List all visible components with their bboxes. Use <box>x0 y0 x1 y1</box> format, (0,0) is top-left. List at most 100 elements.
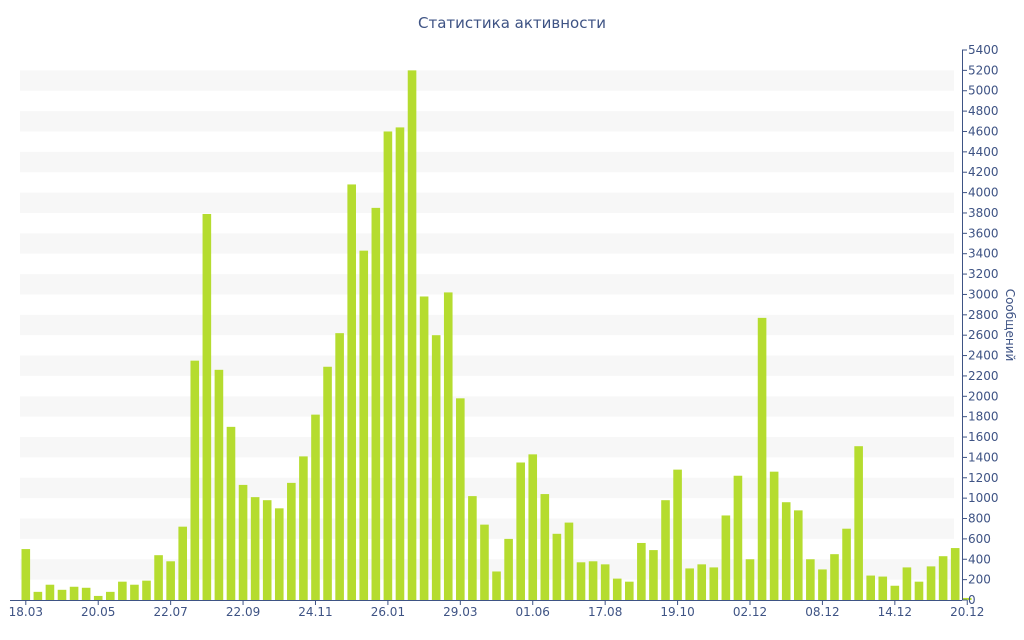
grid-band <box>20 314 954 336</box>
bar <box>335 333 344 600</box>
bar <box>649 550 658 600</box>
y-tick-label: 4600 <box>968 124 999 138</box>
bar <box>697 564 707 600</box>
bar <box>625 581 634 600</box>
x-tick-label: 22.09 <box>226 605 260 619</box>
bar <box>793 510 803 600</box>
x-tick-label: 19.10 <box>660 605 694 619</box>
y-tick-label: 200 <box>968 573 991 587</box>
bar <box>118 581 127 600</box>
bar <box>830 554 839 600</box>
bar <box>359 250 369 600</box>
bar <box>890 585 900 600</box>
bar <box>395 127 405 600</box>
y-tick-label: 1400 <box>968 450 999 464</box>
grid-band <box>20 111 954 132</box>
bar <box>299 456 308 600</box>
bar <box>673 469 682 600</box>
bar <box>287 482 296 600</box>
bar <box>21 549 31 600</box>
bar <box>504 538 513 600</box>
bar <box>57 589 67 600</box>
bar <box>33 591 43 600</box>
bar <box>806 559 815 600</box>
bar <box>878 576 888 600</box>
y-tick-label: 4800 <box>968 104 999 118</box>
bar <box>93 595 103 600</box>
grid-band <box>20 274 954 295</box>
bar <box>709 567 719 600</box>
grid-band <box>20 70 954 91</box>
x-tick-label: 29.03 <box>443 605 477 619</box>
bar <box>178 526 188 600</box>
y-tick-label: 3400 <box>968 247 999 261</box>
x-tick-label: 14.12 <box>878 605 912 619</box>
bar <box>130 584 139 600</box>
y-tick-label: 5000 <box>968 84 999 98</box>
grid-band <box>20 233 954 254</box>
bar <box>769 471 779 600</box>
bar <box>142 580 151 600</box>
y-tick-label: 2000 <box>968 389 999 403</box>
bar <box>407 70 417 601</box>
bar <box>480 524 489 600</box>
y-tick-label: 3200 <box>968 267 999 281</box>
y-tick-label: 2600 <box>968 328 999 342</box>
x-tick-label: 24.11 <box>298 605 332 619</box>
x-tick-label: 26.01 <box>371 605 405 619</box>
y-tick-label: 2200 <box>968 369 999 383</box>
bar <box>781 502 791 600</box>
bar <box>950 548 960 600</box>
bar <box>552 533 562 600</box>
x-tick-label: 20.12 <box>950 605 984 619</box>
bar <box>81 587 91 600</box>
x-tick-label: 17.08 <box>588 605 622 619</box>
bar <box>733 475 743 600</box>
bar <box>540 494 550 600</box>
bar <box>926 566 936 600</box>
chart-title: Статистика активности <box>418 14 606 32</box>
bar <box>938 556 948 600</box>
y-tick-label: 3800 <box>968 206 999 220</box>
y-tick-label: 3600 <box>968 226 999 240</box>
bar <box>323 366 332 600</box>
y-tick-label: 4200 <box>968 165 999 179</box>
bar <box>202 213 212 601</box>
bar <box>214 369 224 600</box>
bar <box>600 564 610 600</box>
y-tick-label: 0 <box>968 593 976 607</box>
bar <box>757 317 767 600</box>
bar <box>69 586 79 600</box>
bar <box>564 522 574 600</box>
bar <box>685 568 694 600</box>
y-tick-label: 3000 <box>968 287 999 301</box>
grid-band <box>20 192 954 213</box>
y-tick-label: 4400 <box>968 145 999 159</box>
bar <box>588 561 598 600</box>
bar <box>371 207 381 600</box>
y-tick-label: 5200 <box>968 63 999 77</box>
bar <box>468 496 477 600</box>
bar <box>962 597 972 600</box>
bar <box>661 500 670 600</box>
bar <box>721 515 731 600</box>
bar <box>45 584 55 600</box>
bar <box>818 569 827 600</box>
y-tick-label: 1600 <box>968 430 999 444</box>
x-tick-label: 01.06 <box>516 605 550 619</box>
bar <box>166 561 175 600</box>
x-tick-label: 02.12 <box>733 605 767 619</box>
y-tick-label: 2800 <box>968 308 999 322</box>
x-tick-label: 18.03 <box>9 605 43 619</box>
bar <box>612 578 622 600</box>
bar <box>431 335 441 600</box>
bar <box>866 575 875 600</box>
bar <box>347 184 356 600</box>
bar <box>383 131 393 601</box>
bar <box>492 571 501 600</box>
grid-band <box>20 151 954 173</box>
bar <box>154 555 163 600</box>
bar <box>274 508 284 600</box>
